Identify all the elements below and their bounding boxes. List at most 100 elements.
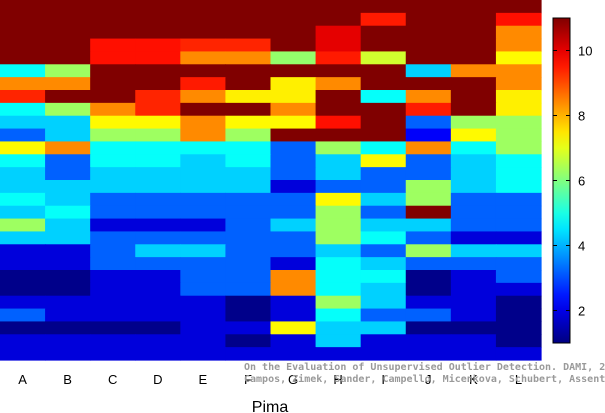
heat-cell-L-4 (495, 38, 542, 53)
heat-cell-C-23 (90, 282, 136, 297)
heat-cell-H-25 (315, 308, 362, 323)
heat-cell-F-17 (225, 205, 272, 220)
x-tick-G: G (288, 372, 298, 387)
heat-cell-E-28 (180, 347, 227, 361)
heat-cell-J-16 (405, 192, 452, 207)
heat-cell-D-12 (135, 141, 181, 155)
heat-cell-H-23 (315, 282, 362, 297)
heat-cell-I-9 (360, 102, 407, 117)
heat-cell-A-24 (0, 295, 46, 310)
heat-cell-K-5 (450, 51, 497, 65)
heat-cell-E-3 (180, 25, 227, 40)
heat-cell-B-4 (45, 38, 91, 53)
heat-cell-B-27 (45, 334, 91, 348)
heat-cell-L-28 (495, 347, 542, 361)
x-tick-C: C (108, 372, 117, 387)
heat-cell-H-2 (315, 12, 362, 27)
heat-cell-I-12 (360, 141, 407, 155)
heat-cell-B-15 (45, 180, 91, 194)
heat-cell-B-13 (45, 154, 91, 168)
heat-cell-J-21 (405, 257, 452, 271)
heat-cell-B-19 (45, 231, 91, 245)
heat-cell-B-9 (45, 102, 91, 117)
heat-cell-C-17 (90, 205, 136, 220)
heat-cell-J-18 (405, 218, 452, 233)
heat-cell-L-15 (495, 180, 542, 194)
credit-line-2: Campos, Zimek, Sander, Campello, Micenko… (244, 373, 605, 385)
heat-cell-H-1 (315, 0, 362, 14)
heat-cell-C-26 (90, 321, 136, 335)
colorbar-tick-label-6: 6 (578, 174, 585, 189)
heat-cell-K-20 (450, 244, 497, 258)
heat-cell-D-16 (135, 192, 181, 207)
heat-cell-G-18 (270, 218, 317, 233)
heat-cell-A-14 (0, 167, 46, 181)
x-tick-J: J (425, 372, 432, 387)
heat-cell-F-3 (225, 25, 272, 40)
heat-cell-K-22 (450, 270, 497, 284)
heat-cell-L-5 (495, 51, 542, 65)
heat-cell-C-7 (90, 77, 136, 91)
heat-cell-B-10 (45, 115, 91, 130)
heat-cell-G-1 (270, 0, 317, 14)
heat-cell-L-22 (495, 270, 542, 284)
heat-cell-G-19 (270, 231, 317, 245)
heat-cell-G-9 (270, 102, 317, 117)
heat-cell-K-9 (450, 102, 497, 117)
heat-cell-I-21 (360, 257, 407, 271)
heat-cell-F-13 (225, 154, 272, 168)
heat-cell-L-17 (495, 205, 542, 220)
heat-cell-F-22 (225, 270, 272, 284)
heat-cell-H-11 (315, 128, 362, 143)
heat-cell-G-2 (270, 12, 317, 27)
heat-cell-G-20 (270, 244, 317, 258)
heat-cell-J-7 (405, 77, 452, 91)
heat-cell-F-5 (225, 51, 272, 65)
heat-cell-B-28 (45, 347, 91, 361)
heat-cell-K-26 (450, 321, 497, 335)
heat-cell-F-2 (225, 12, 272, 27)
heat-cell-G-3 (270, 25, 317, 40)
heat-cell-B-22 (45, 270, 91, 284)
heat-cell-G-10 (270, 115, 317, 130)
heat-cell-L-18 (495, 218, 542, 233)
heat-cell-H-7 (315, 77, 362, 91)
heat-cell-L-16 (495, 192, 542, 207)
heat-cell-H-3 (315, 25, 362, 40)
heat-cell-I-20 (360, 244, 407, 258)
heat-cell-E-25 (180, 308, 227, 323)
heat-cell-L-1 (495, 0, 542, 14)
heat-cell-L-20 (495, 244, 542, 258)
heat-cell-D-14 (135, 167, 181, 181)
heat-cell-A-27 (0, 334, 46, 348)
heat-cell-A-6 (0, 64, 46, 78)
heat-cell-E-14 (180, 167, 227, 181)
heat-cell-D-26 (135, 321, 181, 335)
heat-cell-F-8 (225, 90, 272, 104)
heat-cell-I-13 (360, 154, 407, 168)
heat-cell-A-5 (0, 51, 46, 65)
x-axis-label: Pima (252, 399, 289, 413)
heat-cell-E-15 (180, 180, 227, 194)
heat-cell-J-25 (405, 308, 452, 323)
x-tick-E: E (199, 372, 208, 387)
heat-cell-H-28 (315, 347, 362, 361)
heat-cell-C-11 (90, 128, 136, 143)
heat-cell-A-28 (0, 347, 46, 361)
x-tick-B: B (63, 372, 72, 387)
x-tick-L: L (515, 372, 522, 387)
heat-cell-D-9 (135, 102, 181, 117)
heat-cell-E-11 (180, 128, 227, 143)
colorbar-ticks: 2 4 6 8 10 (553, 44, 592, 319)
heat-cell-K-14 (450, 167, 497, 181)
heat-cell-E-19 (180, 231, 227, 245)
heat-cell-G-17 (270, 205, 317, 220)
heat-cell-L-11 (495, 128, 542, 143)
heat-cell-C-21 (90, 257, 136, 271)
heat-cell-G-28 (270, 347, 317, 361)
heat-cell-L-24 (495, 295, 542, 310)
heat-cell-I-25 (360, 308, 407, 323)
heat-cell-B-2 (45, 12, 91, 27)
heat-cell-I-4 (360, 38, 407, 53)
heat-cell-F-28 (225, 347, 272, 361)
